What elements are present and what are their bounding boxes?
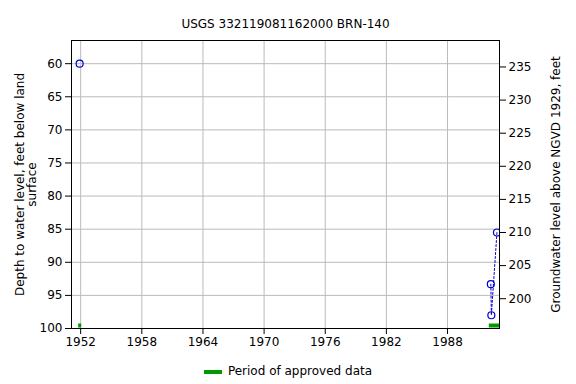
svg-text:200: 200 <box>509 292 532 306</box>
svg-text:95: 95 <box>47 288 62 302</box>
svg-text:1964: 1964 <box>188 335 219 349</box>
svg-text:1982: 1982 <box>371 335 402 349</box>
svg-text:225: 225 <box>509 126 532 140</box>
svg-text:70: 70 <box>47 123 62 137</box>
svg-text:85: 85 <box>47 222 62 236</box>
svg-text:Groundwater level above NGVD 1: Groundwater level above NGVD 1929, feet <box>549 56 563 313</box>
svg-text:80: 80 <box>47 189 62 203</box>
svg-text:1952: 1952 <box>65 335 96 349</box>
svg-text:220: 220 <box>509 159 532 173</box>
svg-text:215: 215 <box>509 192 532 206</box>
svg-text:75: 75 <box>47 156 62 170</box>
svg-text:1970: 1970 <box>249 335 280 349</box>
svg-text:100: 100 <box>40 321 63 335</box>
html-text:Period of approved data: Period of approved data <box>227 364 373 378</box>
svg-text:210: 210 <box>509 225 532 239</box>
svg-text:1988: 1988 <box>432 335 463 349</box>
svg-text:205: 205 <box>509 258 532 272</box>
svg-text:65: 65 <box>47 90 62 104</box>
svg-text:USGS 332119081162000 BRN-140: USGS 332119081162000 BRN-140 <box>181 17 389 31</box>
svg-text:230: 230 <box>509 93 532 107</box>
svg-text:60: 60 <box>47 57 62 71</box>
svg-text:235: 235 <box>509 60 532 74</box>
svg-text:1958: 1958 <box>127 335 158 349</box>
svg-text:1976: 1976 <box>310 335 341 349</box>
svg-text:90: 90 <box>47 255 62 269</box>
svg-text:Depth to water level, feet bel: Depth to water level, feet below landsur… <box>13 73 39 296</box>
